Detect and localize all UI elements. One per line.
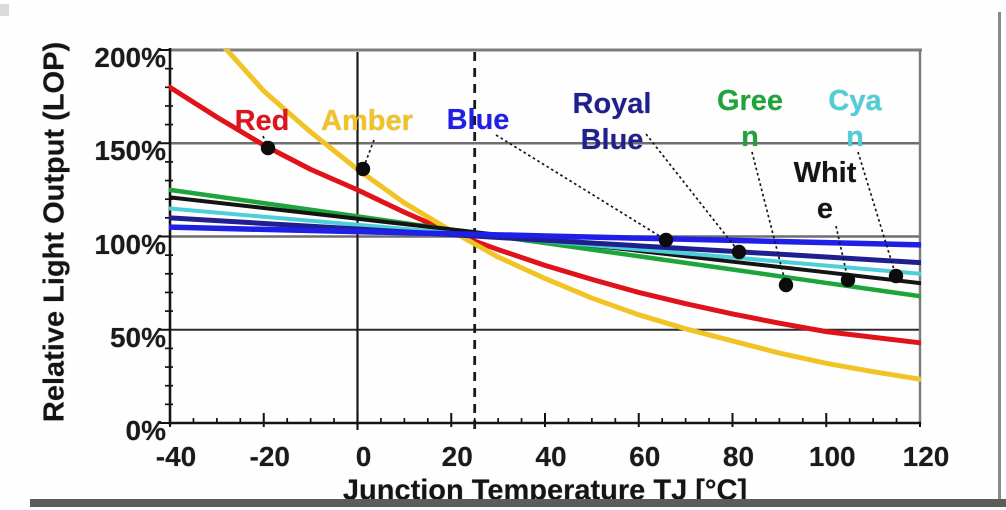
curve-amber bbox=[222, 49, 921, 382]
x-tick-label-80: 80 bbox=[722, 441, 755, 472]
series-label-royal_blue: Royal Blue bbox=[573, 86, 652, 158]
callout-dot-green bbox=[778, 277, 794, 293]
series-label-red: Red bbox=[235, 103, 290, 139]
x-tick-label-100: 100 bbox=[808, 441, 856, 472]
x-tick-label-0: 0 bbox=[355, 441, 372, 472]
y-tick-label-200%: 200% bbox=[94, 42, 166, 73]
callout-dot-white bbox=[840, 272, 856, 288]
callout-dot-red bbox=[260, 140, 276, 156]
series-label-line: Blue bbox=[446, 104, 510, 136]
series-label-line: e bbox=[816, 193, 834, 225]
series-label-amber: Amber bbox=[321, 103, 413, 139]
series-label-blue: Blue bbox=[447, 102, 510, 138]
series-label-line: Cya bbox=[828, 85, 882, 117]
x-tick-label--40: -40 bbox=[155, 441, 197, 472]
series-label-line: Royal bbox=[572, 88, 652, 120]
leader-line-cyan bbox=[857, 151, 897, 277]
callout-dot-royal_blue bbox=[731, 244, 747, 260]
x-tick-label--20: -20 bbox=[249, 441, 290, 472]
scan-border-right bbox=[998, 12, 1001, 506]
series-label-line: Whit bbox=[793, 157, 857, 189]
curve-red bbox=[169, 84, 921, 346]
y-tick-label-50%: 50% bbox=[109, 321, 166, 353]
scan-border-bottom bbox=[30, 499, 1006, 507]
leader-line-green bbox=[751, 151, 787, 286]
curve-blue bbox=[169, 224, 921, 248]
series-label-green: Gree n bbox=[717, 83, 783, 155]
callout-dot-amber bbox=[355, 161, 371, 177]
series-label-line: Gree bbox=[716, 85, 784, 117]
scan-artifact-corner bbox=[0, 4, 9, 16]
y-tick-label-100%: 100% bbox=[94, 228, 166, 260]
x-tick-label-20: 20 bbox=[441, 441, 473, 472]
series-label-line: Amber bbox=[321, 105, 413, 137]
series-label-line: n bbox=[846, 121, 864, 153]
series-label-line: n bbox=[741, 121, 759, 153]
x-tick-label-60: 60 bbox=[629, 441, 661, 472]
x-tick-label-40: 40 bbox=[535, 441, 567, 472]
leader-line-blue bbox=[495, 134, 667, 241]
series-label-line: Blue bbox=[580, 124, 644, 156]
series-label-cyan: Cya n bbox=[828, 83, 881, 155]
y-tick-label-150%: 150% bbox=[94, 135, 166, 167]
series-label-white: Whit e bbox=[794, 155, 857, 227]
leader-line-royal_blue bbox=[645, 133, 740, 253]
callout-dot-cyan bbox=[888, 268, 904, 284]
leader-line-white bbox=[835, 225, 849, 281]
curve-royal_blue bbox=[169, 215, 921, 266]
y-tick-label-0%: 0% bbox=[125, 415, 166, 446]
series-label-line: Red bbox=[234, 105, 290, 137]
x-tick-label-120: 120 bbox=[902, 441, 950, 472]
callout-dot-blue bbox=[658, 232, 674, 248]
